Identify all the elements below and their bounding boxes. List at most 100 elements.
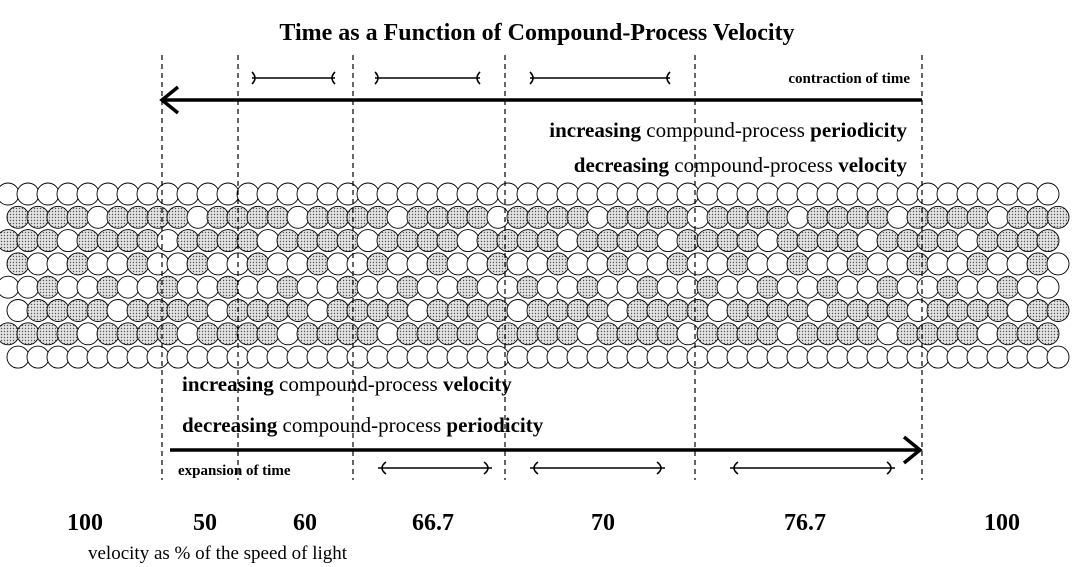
lattice-circle: [26, 252, 50, 276]
lattice-circle: [66, 345, 90, 369]
lattice-circle: [696, 322, 720, 346]
lattice-circle: [876, 275, 900, 299]
lattice-circle: [166, 205, 190, 229]
lattice-circle: [26, 205, 50, 229]
lattice-circle: [846, 299, 870, 322]
velocity-label: 66.7: [412, 510, 454, 536]
lattice-circle: [726, 299, 750, 322]
lattice-circle: [886, 345, 910, 369]
lattice-circle: [446, 252, 470, 276]
lattice-circle: [786, 205, 810, 229]
lattice-circle: [796, 275, 820, 299]
lattice-circle: [286, 345, 310, 369]
lattice-circle: [1016, 275, 1040, 299]
lattice-circle: [6, 299, 30, 322]
lattice-circle: [406, 345, 430, 369]
lattice-circle: [346, 252, 370, 276]
lattice-circle: [856, 275, 880, 299]
lattice-circle: [736, 322, 760, 346]
lattice-circle: [656, 229, 680, 253]
lattice-circle: [906, 299, 930, 322]
lattice-circle: [166, 252, 190, 276]
lattice-circle: [926, 299, 950, 322]
lattice-circle: [596, 275, 620, 299]
lattice-circle: [636, 275, 660, 299]
lattice-circle: [886, 252, 910, 276]
lattice-circle: [746, 205, 770, 229]
lattice-circle: [916, 275, 940, 299]
lattice-circle: [946, 345, 970, 369]
lattice-circle: [266, 252, 290, 276]
lattice-circle: [66, 205, 90, 229]
lattice-circle: [26, 345, 50, 369]
lattice-circle: [736, 275, 760, 299]
lattice-circle: [316, 182, 340, 206]
lattice-circle: [746, 345, 770, 369]
lattice-circle: [1016, 182, 1040, 206]
lattice-circle: [306, 205, 330, 229]
lattice-circle: [1036, 322, 1060, 346]
lattice-circle: [36, 322, 60, 346]
lattice-circle: [1006, 252, 1030, 276]
lattice-circle: [676, 182, 700, 206]
velocity-label: 70: [591, 510, 615, 536]
velocity-label: 50: [193, 510, 217, 536]
lattice-circle: [26, 299, 50, 322]
lattice-circle: [436, 275, 460, 299]
lattice-circle: [86, 345, 110, 369]
lattice-circle: [826, 299, 850, 322]
lattice-circle: [996, 182, 1020, 206]
lattice-circle: [396, 182, 420, 206]
lattice-circle: [856, 322, 880, 346]
lattice-circle: [706, 299, 730, 322]
contraction-label: contraction of time: [788, 71, 910, 87]
lattice-circle: [716, 322, 740, 346]
lattice-circle: [836, 322, 860, 346]
lattice-circle: [246, 299, 270, 322]
lattice-circle: [276, 229, 300, 253]
lattice-circle: [96, 275, 120, 299]
lattice-circle: [76, 322, 100, 346]
lattice-circle: [46, 299, 70, 322]
lattice-circle: [146, 299, 170, 322]
lattice-circle: [56, 275, 80, 299]
lattice-circle: [6, 345, 30, 369]
axis-label: velocity as % of the speed of light: [88, 543, 348, 564]
lattice-circle: [806, 252, 830, 276]
lattice-circle: [236, 229, 260, 253]
lattice-circle: [316, 229, 340, 253]
lattice-circle: [926, 345, 950, 369]
lattice-circle: [706, 205, 730, 229]
lattice-circle: [766, 345, 790, 369]
lattice-circle: [426, 299, 450, 322]
lattice-circle: [1006, 299, 1030, 322]
lattice-circle: [266, 345, 290, 369]
lattice-circle: [546, 252, 570, 276]
lattice-circle: [816, 275, 840, 299]
lattice-circle: [586, 252, 610, 276]
lattice-circle: [576, 229, 600, 253]
lattice-circle: [576, 275, 600, 299]
lattice-circle: [16, 229, 40, 253]
lattice-circle: [326, 205, 350, 229]
lattice-circle: [716, 229, 740, 253]
velocity-label: 60: [293, 510, 317, 536]
lattice-circle: [986, 299, 1010, 322]
lattice-circle: [696, 182, 720, 206]
lattice-circle: [676, 322, 700, 346]
lattice-circle: [606, 205, 630, 229]
lattice-circle: [466, 345, 490, 369]
lattice-circle: [516, 182, 540, 206]
lattice-circle: [796, 229, 820, 253]
lattice-circle: [476, 182, 500, 206]
lattice-circle: [376, 182, 400, 206]
lattice-circle: [1006, 345, 1030, 369]
lattice-circle: [236, 182, 260, 206]
lattice-circle: [0, 182, 20, 206]
lattice-circle: [416, 229, 440, 253]
lattice-circle: [106, 252, 130, 276]
lattice-circle: [116, 182, 140, 206]
lattice-circle: [476, 275, 500, 299]
lattice-circle: [856, 229, 880, 253]
